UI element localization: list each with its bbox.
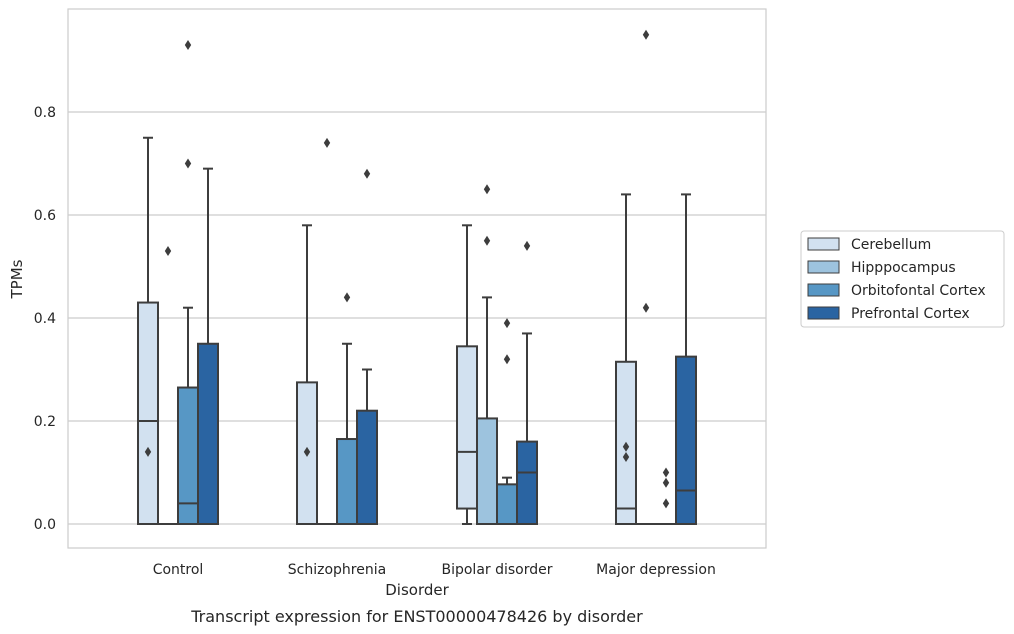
outlier-point [503, 354, 511, 365]
y-gridlines [68, 111, 766, 525]
outlier-point [662, 498, 670, 509]
x-tick-label: Control [153, 562, 204, 578]
box-prefrontal-cortex-major-depression [675, 193, 697, 525]
outlier-point [622, 452, 630, 463]
outlier-point [622, 441, 630, 452]
box-cerebellum-schizophrenia [296, 224, 318, 525]
y-tick-label: 0.8 [34, 105, 56, 121]
box-cerebellum-control [137, 136, 159, 525]
box-body [516, 440, 538, 526]
y-tick-label: 0.0 [34, 517, 56, 533]
box-body [336, 438, 358, 525]
box-hipppocampus-bipolar-disorder [476, 296, 498, 525]
box-body [476, 417, 498, 525]
box-orbitofontal-cortex-schizophrenia [336, 342, 358, 525]
boxes [137, 136, 697, 526]
box-prefrontal-cortex-schizophrenia [356, 368, 378, 526]
outlier-point [184, 40, 192, 51]
outlier-point [164, 246, 172, 257]
outlier-point [144, 446, 152, 457]
box-prefrontal-cortex-control [197, 167, 219, 525]
legend-swatch [807, 306, 840, 320]
box-body [496, 483, 518, 525]
legend-swatch [807, 283, 840, 297]
outliers [144, 29, 670, 509]
y-tick-label: 0.6 [34, 208, 56, 224]
chart-caption: Transcript expression for ENST0000047842… [190, 607, 643, 626]
box-body [197, 342, 219, 525]
outlier-point [343, 292, 351, 303]
outlier-point [523, 240, 531, 251]
legend-label: Prefrontal Cortex [851, 306, 970, 322]
box-orbitofontal-cortex-control [177, 306, 199, 525]
y-tick-label: 0.4 [34, 311, 56, 327]
box-body [356, 409, 378, 526]
outlier-point [662, 467, 670, 478]
outlier-point [483, 235, 491, 246]
box-orbitofontal-cortex-bipolar-disorder [496, 476, 518, 525]
outlier-point [662, 477, 670, 488]
outlier-point [303, 446, 311, 457]
outlier-point [642, 29, 650, 40]
y-tick-label: 0.2 [34, 414, 56, 430]
box-body [137, 301, 159, 525]
legend-swatch [807, 260, 840, 274]
outlier-point [323, 137, 331, 148]
legend-label: Cerebellum [851, 237, 931, 253]
outlier-point [503, 318, 511, 329]
x-tick-label: Bipolar disorder [441, 562, 552, 578]
x-tick-labels: Control Schizophrenia Bipolar disorder Majo… [153, 562, 716, 578]
plot-frame [67, 8, 767, 549]
legend-swatch [807, 237, 840, 251]
legend-frame [800, 230, 1005, 328]
legend: Cerebellum Hipppocampus Orbitofontal Corte… [800, 230, 1005, 328]
box-cerebellum-major-depression [615, 193, 637, 525]
x-tick-label: Schizophrenia [288, 562, 386, 578]
box-body [675, 355, 697, 525]
outlier-point [184, 158, 192, 169]
y-tick-labels: 0.0 0.2 0.4 0.6 0.8 [34, 105, 56, 533]
box-cerebellum-bipolar-disorder [456, 224, 478, 525]
x-tick-label: Major depression [596, 562, 716, 578]
legend-label: Orbitofontal Cortex [851, 283, 986, 299]
y-axis-title: TPMs [8, 259, 26, 299]
legend-label: Hipppocampus [851, 260, 956, 276]
outlier-point [363, 168, 371, 179]
legend-items: Cerebellum Hipppocampus Orbitofontal Corte… [807, 237, 986, 322]
x-axis-title: Disorder [385, 581, 449, 599]
outlier-point [483, 184, 491, 195]
box-prefrontal-cortex-bipolar-disorder [516, 332, 538, 526]
box-body [456, 345, 478, 510]
outlier-point [642, 302, 650, 313]
